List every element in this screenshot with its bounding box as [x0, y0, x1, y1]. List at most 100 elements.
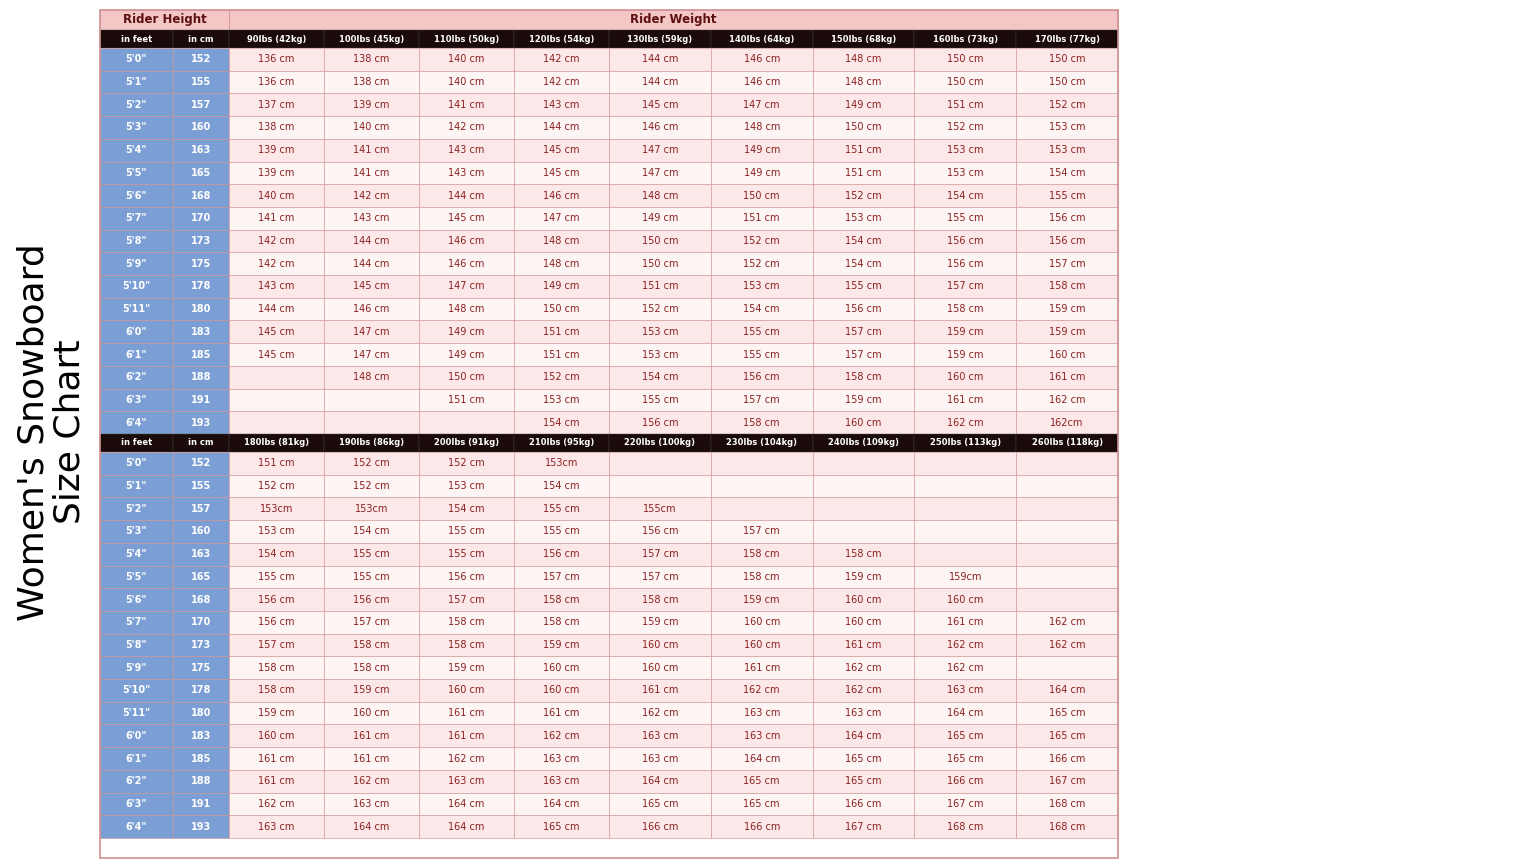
Text: 162 cm: 162 cm — [544, 731, 579, 740]
Bar — [914, 747, 1017, 770]
Text: 160 cm: 160 cm — [544, 663, 579, 673]
Text: 156 cm: 156 cm — [544, 550, 579, 559]
Bar — [172, 365, 229, 389]
Bar — [711, 30, 813, 48]
Text: 162 cm: 162 cm — [948, 417, 983, 428]
Text: 160 cm: 160 cm — [544, 685, 579, 696]
Bar — [419, 657, 515, 679]
Bar — [324, 116, 419, 139]
Text: 160 cm: 160 cm — [642, 663, 677, 673]
Bar — [711, 543, 813, 566]
Bar — [914, 48, 1017, 71]
Text: 155 cm: 155 cm — [353, 550, 390, 559]
Bar — [515, 30, 608, 48]
Bar — [711, 207, 813, 230]
Bar — [914, 474, 1017, 498]
Text: 191: 191 — [190, 395, 210, 405]
Bar — [711, 611, 813, 633]
Bar — [515, 230, 608, 252]
Bar — [419, 679, 515, 702]
Bar — [419, 207, 515, 230]
Bar — [813, 679, 914, 702]
Bar — [100, 343, 172, 365]
Text: 146 cm: 146 cm — [449, 236, 485, 246]
Bar — [711, 411, 813, 434]
Bar — [324, 230, 419, 252]
Text: 155 cm: 155 cm — [449, 526, 485, 537]
Text: 144 cm: 144 cm — [258, 304, 295, 314]
Bar — [1017, 434, 1118, 452]
Bar — [229, 389, 324, 411]
Bar — [1017, 389, 1118, 411]
Text: 143 cm: 143 cm — [353, 213, 390, 223]
Bar — [813, 321, 914, 343]
Bar — [608, 230, 711, 252]
Bar — [711, 230, 813, 252]
Bar — [324, 93, 419, 116]
Text: 159 cm: 159 cm — [449, 663, 485, 673]
Text: 190lbs (86kg): 190lbs (86kg) — [339, 439, 404, 448]
Bar — [608, 452, 711, 474]
Text: 166 cm: 166 cm — [743, 822, 780, 832]
Bar — [419, 611, 515, 633]
Text: 180: 180 — [190, 708, 210, 718]
Text: 150 cm: 150 cm — [1049, 77, 1086, 87]
Bar — [711, 770, 813, 792]
Bar — [324, 588, 419, 611]
Text: 173: 173 — [190, 640, 210, 650]
Text: 163: 163 — [190, 145, 210, 156]
Bar — [229, 474, 324, 498]
Text: 142 cm: 142 cm — [544, 77, 579, 87]
Bar — [813, 116, 914, 139]
Text: 5'8": 5'8" — [126, 640, 147, 650]
Bar — [100, 792, 172, 816]
Bar — [324, 321, 419, 343]
Bar — [608, 93, 711, 116]
Text: 164 cm: 164 cm — [544, 799, 579, 809]
Bar — [172, 543, 229, 566]
Text: 6'1": 6'1" — [126, 753, 147, 764]
Bar — [608, 520, 711, 543]
Bar — [100, 48, 172, 71]
Text: 183: 183 — [190, 327, 210, 337]
Bar — [324, 343, 419, 365]
Bar — [100, 30, 172, 48]
Bar — [608, 389, 711, 411]
Text: 130lbs (59kg): 130lbs (59kg) — [627, 35, 693, 43]
Text: 141 cm: 141 cm — [353, 145, 390, 156]
Text: 162 cm: 162 cm — [642, 708, 679, 718]
Text: 161 cm: 161 cm — [743, 663, 780, 673]
Bar — [711, 474, 813, 498]
Bar — [515, 566, 608, 588]
Text: 159 cm: 159 cm — [743, 594, 780, 605]
Bar — [1017, 321, 1118, 343]
Bar — [100, 816, 172, 838]
Bar — [515, 252, 608, 275]
Bar — [172, 792, 229, 816]
Bar — [515, 389, 608, 411]
Text: 153cm: 153cm — [355, 504, 389, 514]
Bar — [813, 343, 914, 365]
Text: 157 cm: 157 cm — [642, 550, 679, 559]
Bar — [172, 93, 229, 116]
Text: 5'2": 5'2" — [126, 99, 147, 110]
Bar — [515, 725, 608, 747]
Bar — [419, 543, 515, 566]
Text: 158 cm: 158 cm — [353, 640, 390, 650]
Bar — [813, 633, 914, 657]
Text: 180lbs (81kg): 180lbs (81kg) — [244, 439, 309, 448]
Bar — [914, 792, 1017, 816]
Text: 162 cm: 162 cm — [1049, 617, 1086, 627]
Bar — [324, 474, 419, 498]
Bar — [100, 520, 172, 543]
Text: 150 cm: 150 cm — [642, 258, 679, 269]
Text: 155cm: 155cm — [644, 504, 677, 514]
Bar — [100, 230, 172, 252]
Text: 164 cm: 164 cm — [743, 753, 780, 764]
Bar — [100, 725, 172, 747]
Bar — [1017, 252, 1118, 275]
Bar — [1017, 365, 1118, 389]
Text: 151 cm: 151 cm — [642, 282, 679, 291]
Bar — [100, 543, 172, 566]
Bar — [419, 298, 515, 321]
